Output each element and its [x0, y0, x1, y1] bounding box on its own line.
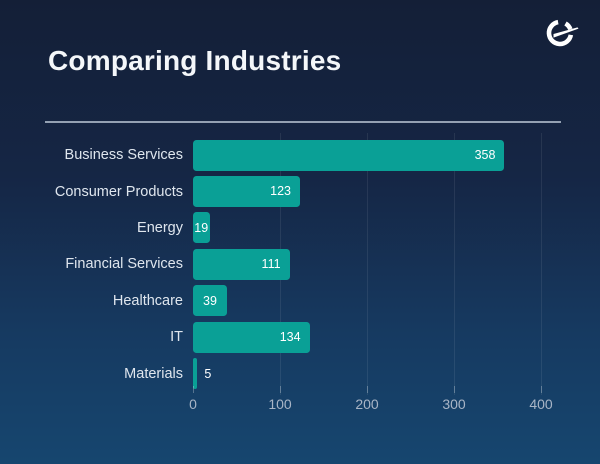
axis-tick-0: [192, 385, 194, 393]
chart-row-it: IT 134: [45, 319, 541, 355]
value-label: 134: [279, 329, 301, 344]
bar-track: 134: [193, 321, 541, 353]
category-label: Financial Services: [65, 256, 183, 273]
value-label: 358: [474, 147, 496, 162]
page-title: Comparing Industries: [48, 45, 342, 76]
category-label: Business Services: [64, 147, 183, 164]
bar: 19: [193, 212, 210, 244]
chart-rows: Business Services 358 Consumer Products 123…: [45, 137, 541, 392]
axis-tick-label: 300: [442, 395, 466, 412]
bar-chart: Business Services 358 Consumer Products 123…: [45, 133, 553, 420]
bar: 134: [193, 321, 310, 353]
bar-track: 5: [193, 358, 541, 390]
category-label: Healthcare: [112, 292, 183, 309]
axis-tick-label: 400: [529, 395, 553, 412]
value-label: 5: [204, 366, 212, 381]
bar: 358: [193, 139, 505, 171]
chart-row-energy: Energy 19: [45, 210, 541, 246]
chart-row-materials: Materials 5: [45, 355, 541, 391]
category-label: Consumer Products: [54, 183, 183, 200]
bar-track: 19: [193, 212, 541, 244]
axis-tick-100: [279, 385, 281, 393]
chart-row-healthcare: Healthcare 39: [45, 283, 541, 319]
axis-tick-label: 200: [355, 395, 379, 412]
bar-track: 39: [193, 285, 541, 317]
value-label: 19: [194, 220, 209, 235]
value-label: 123: [270, 184, 291, 199]
bar: [193, 358, 198, 390]
axis-tick-label: 0: [189, 395, 197, 412]
value-label: 39: [203, 293, 217, 308]
brand-logo-icon: [546, 19, 579, 47]
title-separator: [45, 121, 561, 123]
bar-track: 358: [193, 139, 541, 171]
axis-tick-200: [366, 385, 368, 393]
axis-tick-label: 100: [268, 395, 292, 412]
chart-row-consumer-products: Consumer Products 123: [45, 173, 541, 209]
chart-row-financial-services: Financial Services 111: [45, 246, 541, 282]
bar: 39: [193, 285, 227, 317]
axis-tick-300: [453, 385, 455, 393]
bar: 111: [193, 248, 290, 280]
category-label: IT: [170, 329, 183, 346]
axis-tick-400: [540, 385, 542, 393]
x-axis: 0 100 200 300 400: [189, 385, 553, 420]
category-label: Materials: [124, 365, 183, 382]
chart-row-business-services: Business Services 358: [45, 137, 541, 173]
bar: 123: [193, 176, 300, 208]
value-label: 111: [261, 257, 281, 272]
category-label: Energy: [137, 219, 183, 236]
bar-track: 123: [193, 176, 541, 208]
bar-track: 111: [193, 248, 541, 280]
